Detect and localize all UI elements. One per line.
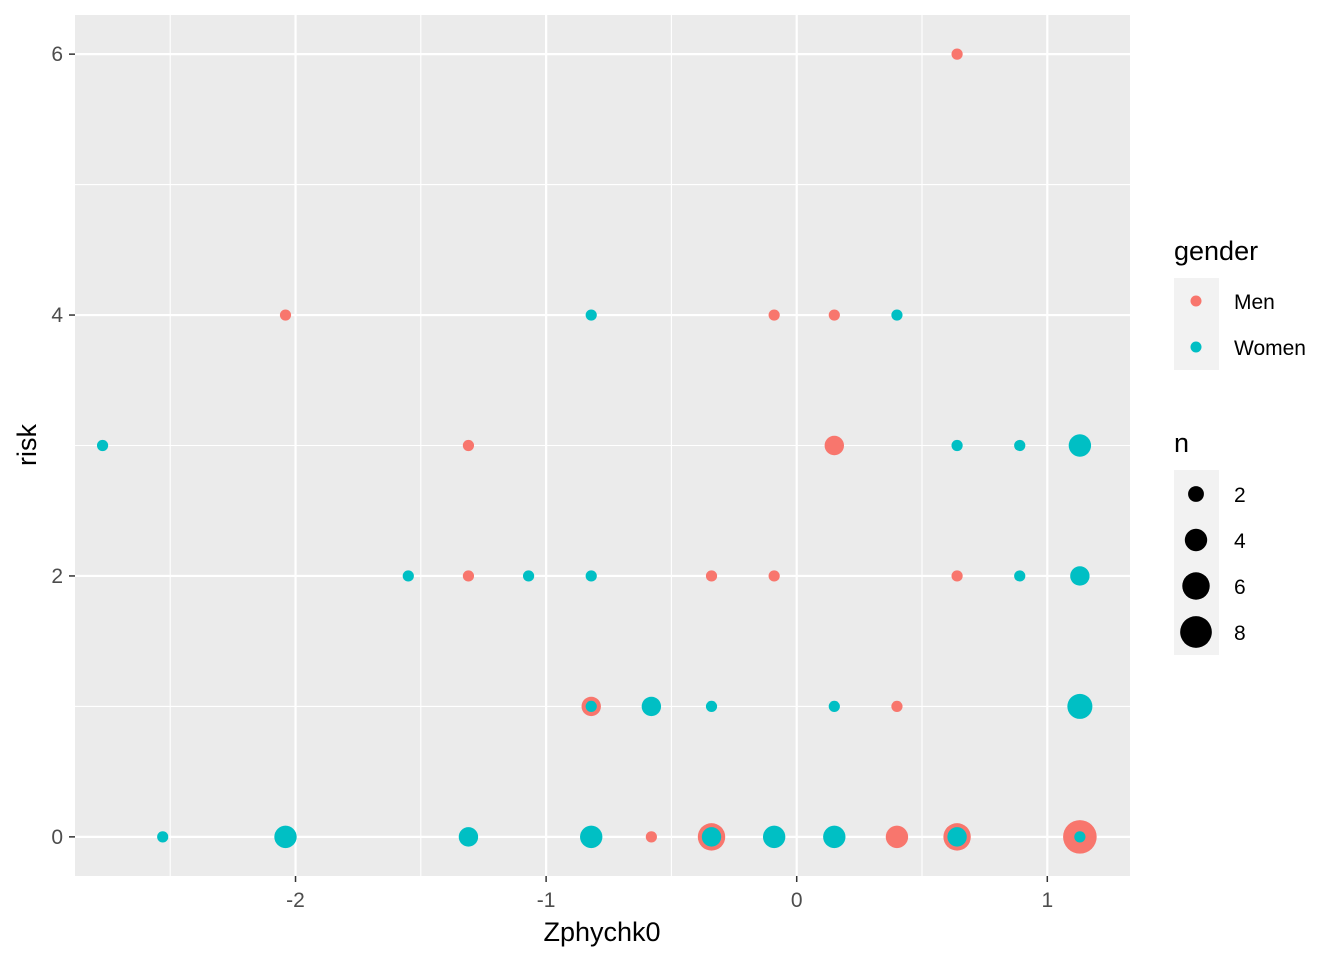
size-legend-title: n (1174, 428, 1189, 458)
size-legend-label-6: 6 (1234, 576, 1246, 599)
legend-men-dot (1190, 295, 1202, 307)
women-point (641, 696, 662, 717)
x-axis: -2 -1 0 1 (286, 876, 1053, 912)
men-point (951, 48, 963, 60)
men-point (891, 700, 903, 713)
women-point (1067, 693, 1093, 719)
color-legend-key-bg (1174, 278, 1219, 370)
y-axis: 0 2 4 6 (51, 43, 75, 849)
size-legend-label-8: 8 (1234, 622, 1246, 645)
x-tick-label: -2 (286, 889, 305, 912)
women-point (458, 827, 479, 847)
men-point (462, 570, 475, 582)
women-point (522, 570, 535, 582)
y-axis-title: risk (12, 424, 42, 466)
legend-women-dot (1190, 341, 1202, 353)
women-point (402, 570, 414, 582)
women-point (585, 700, 597, 713)
women-point (947, 827, 967, 847)
x-tick-label: 1 (1041, 889, 1053, 912)
women-point (1074, 831, 1086, 843)
y-tick-label: 6 (51, 43, 63, 66)
men-point (768, 570, 780, 582)
women-point (1014, 439, 1026, 452)
women-point (96, 439, 109, 452)
men-point (279, 309, 292, 321)
size-legend: n 2 4 6 8 (1174, 428, 1246, 655)
x-axis-title: Zphychk0 (543, 917, 660, 947)
women-point (891, 309, 903, 321)
size-legend-label-2: 2 (1234, 484, 1246, 507)
x-tick-label: 0 (791, 889, 803, 912)
size-legend-dot (1184, 528, 1208, 552)
legend-women-label: Women (1234, 337, 1306, 360)
color-legend: gender Men Women (1174, 236, 1306, 370)
y-tick-label: 4 (51, 304, 63, 327)
size-legend-dot (1182, 572, 1210, 600)
legend-men-label: Men (1234, 291, 1275, 314)
x-tick-label: -1 (537, 889, 556, 912)
women-point (1068, 434, 1092, 457)
women-point (705, 700, 718, 713)
men-point (462, 439, 475, 452)
color-legend-title: gender (1174, 236, 1258, 266)
women-point (828, 700, 840, 713)
size-legend-dots (1180, 486, 1212, 648)
women-point (585, 309, 597, 321)
y-tick-label: 2 (51, 565, 63, 588)
women-point (157, 831, 169, 843)
women-point (701, 827, 722, 847)
y-tick-label: 0 (51, 826, 63, 849)
women-point (1014, 570, 1026, 582)
women-point (585, 570, 597, 582)
men-point (645, 831, 657, 843)
women-point (1070, 566, 1090, 586)
size-legend-dot (1180, 616, 1212, 648)
men-point (951, 570, 963, 582)
women-points (96, 309, 1093, 849)
women-point (762, 825, 786, 849)
women-point (274, 825, 297, 849)
size-legend-dot (1188, 486, 1204, 502)
men-point (828, 309, 840, 321)
men-point (824, 435, 844, 456)
women-point (580, 825, 603, 849)
men-point (705, 570, 718, 582)
men-point (885, 825, 909, 849)
women-point (823, 825, 846, 849)
women-point (951, 439, 963, 452)
men-point (768, 309, 780, 321)
size-legend-label-4: 4 (1234, 530, 1246, 553)
